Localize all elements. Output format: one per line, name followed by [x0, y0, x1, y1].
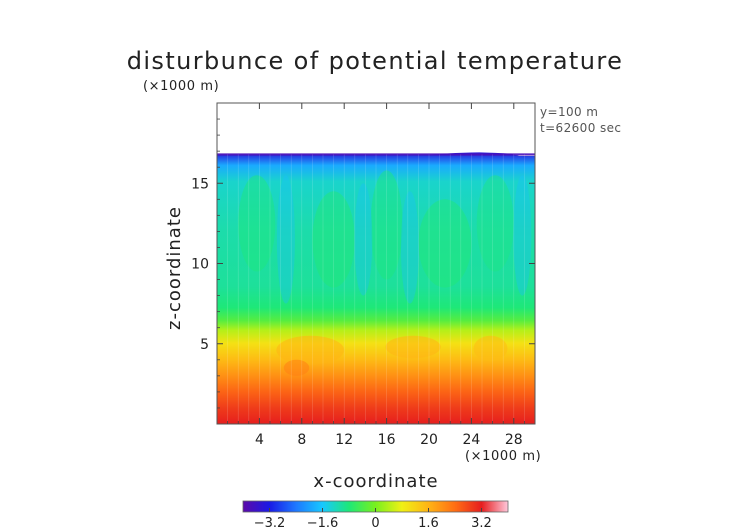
colorbar-tick-label: 1.6 [418, 516, 439, 531]
x-unit-label: (×1000 m) [465, 449, 541, 464]
annotation-t: t=62600 sec [540, 121, 621, 135]
plume-1 [238, 175, 276, 272]
streak-3 [400, 191, 419, 304]
streak-4 [513, 175, 532, 296]
temperature-field [217, 152, 535, 424]
x-axis-label: x-coordinate [313, 471, 438, 492]
plume-5 [476, 175, 514, 272]
plume-4 [418, 199, 472, 288]
y-unit-label: (×1000 m) [143, 79, 219, 94]
y-axis-ticks: 5 10 15 [191, 118, 535, 409]
y-axis-label: z-coordinate [164, 206, 185, 330]
plume-3 [370, 170, 403, 280]
warm-blob-4 [283, 359, 310, 376]
streak-1 [276, 175, 295, 304]
y-tick-label: 10 [191, 257, 209, 273]
plume-2 [312, 191, 355, 288]
warm-blob-2 [385, 335, 441, 359]
plot-area [216, 102, 536, 425]
x-tick-label: 16 [378, 432, 396, 448]
field-top-edge [217, 153, 535, 156]
warm-blob-1 [276, 335, 345, 365]
colorbar-tick-label: −3.2 [254, 516, 286, 531]
y-tick-label: 5 [200, 337, 209, 353]
colorbar: −3.2 −1.6 0 1.6 3.2 [242, 500, 509, 531]
colorbar-tick-label: −1.6 [307, 516, 339, 531]
x-tick-label: 28 [505, 432, 523, 448]
colorbar-tick-label: 3.2 [471, 516, 492, 531]
y-tick-label: 15 [191, 176, 209, 192]
streak-2 [354, 183, 373, 296]
warm-blob-3 [473, 335, 508, 362]
x-tick-label: 4 [255, 432, 264, 448]
colorbar-tick-label: 0 [371, 516, 379, 531]
x-tick-label: 24 [462, 432, 480, 448]
x-tick-label: 20 [420, 432, 438, 448]
x-tick-label: 8 [297, 432, 306, 448]
x-axis-ticks: 4 8 12 16 20 24 28 [227, 103, 525, 448]
colorbar-ticks: −3.2 −1.6 0 1.6 3.2 [254, 508, 492, 531]
annotation-y: y=100 m [540, 105, 598, 119]
chart-title: disturbunce of potential temperature [127, 47, 624, 75]
x-tick-label: 12 [335, 432, 353, 448]
